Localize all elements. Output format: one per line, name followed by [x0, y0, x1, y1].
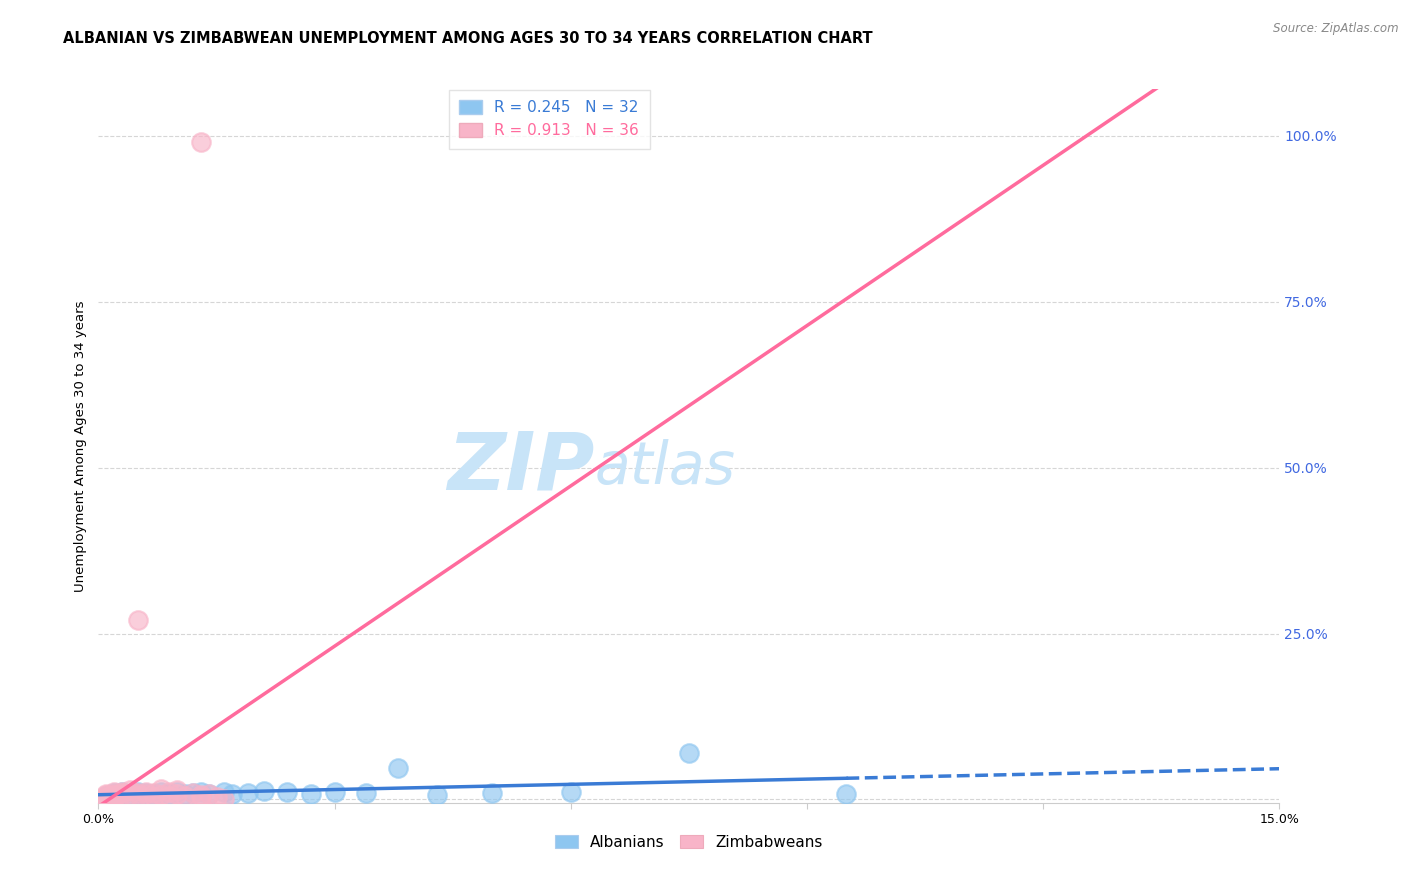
Point — [103, 787, 125, 801]
Text: ALBANIAN VS ZIMBABWEAN UNEMPLOYMENT AMONG AGES 30 TO 34 YEARS CORRELATION CHART: ALBANIAN VS ZIMBABWEAN UNEMPLOYMENT AMON… — [63, 31, 873, 46]
Point — [142, 789, 165, 804]
Point — [181, 786, 204, 800]
Point — [166, 783, 188, 797]
Point — [354, 786, 377, 800]
Point — [157, 787, 180, 801]
Point — [481, 786, 503, 800]
Point — [127, 785, 149, 799]
Text: atlas: atlas — [595, 439, 735, 496]
Point — [190, 789, 212, 803]
Point — [103, 786, 125, 800]
Point — [127, 613, 149, 627]
Point — [118, 783, 141, 797]
Point — [276, 785, 298, 799]
Point — [197, 787, 219, 801]
Point — [118, 789, 141, 803]
Point — [166, 785, 188, 799]
Point — [174, 789, 197, 804]
Point — [387, 761, 409, 775]
Point — [299, 787, 322, 801]
Text: Source: ZipAtlas.com: Source: ZipAtlas.com — [1274, 22, 1399, 36]
Point — [135, 784, 157, 798]
Point — [205, 789, 228, 804]
Point — [142, 787, 165, 801]
Point — [190, 784, 212, 798]
Point — [111, 786, 134, 800]
Point — [190, 136, 212, 150]
Point — [181, 786, 204, 800]
Point — [678, 746, 700, 760]
Point — [127, 786, 149, 800]
Point — [118, 787, 141, 801]
Point — [197, 787, 219, 801]
Point — [142, 786, 165, 800]
Point — [135, 788, 157, 802]
Point — [96, 791, 118, 805]
Point — [236, 786, 259, 800]
Point — [96, 789, 118, 804]
Point — [135, 787, 157, 801]
Point — [103, 788, 125, 802]
Point — [253, 784, 276, 798]
Point — [111, 784, 134, 798]
Legend: Albanians, Zimbabweans: Albanians, Zimbabweans — [550, 829, 828, 855]
Point — [103, 785, 125, 799]
Point — [190, 790, 212, 805]
Point — [103, 788, 125, 802]
Point — [221, 787, 243, 801]
Point — [96, 789, 118, 804]
Point — [111, 787, 134, 801]
Point — [103, 791, 125, 805]
Text: ZIP: ZIP — [447, 428, 595, 507]
Point — [157, 789, 180, 804]
Point — [214, 792, 236, 806]
Point — [157, 784, 180, 798]
Point — [111, 784, 134, 798]
Point — [166, 787, 188, 801]
Point — [96, 787, 118, 801]
Point — [835, 787, 858, 801]
Point — [150, 784, 173, 798]
Point — [103, 792, 125, 806]
Point — [174, 787, 197, 801]
Point — [323, 784, 346, 798]
Point — [150, 789, 173, 803]
Point — [426, 788, 449, 802]
Point — [127, 789, 149, 803]
Point — [111, 789, 134, 803]
Point — [150, 781, 173, 796]
Point — [135, 786, 157, 800]
Point — [96, 789, 118, 803]
Point — [127, 787, 149, 801]
Point — [560, 784, 582, 798]
Y-axis label: Unemployment Among Ages 30 to 34 years: Unemployment Among Ages 30 to 34 years — [75, 301, 87, 591]
Point — [214, 785, 236, 799]
Point — [103, 789, 125, 804]
